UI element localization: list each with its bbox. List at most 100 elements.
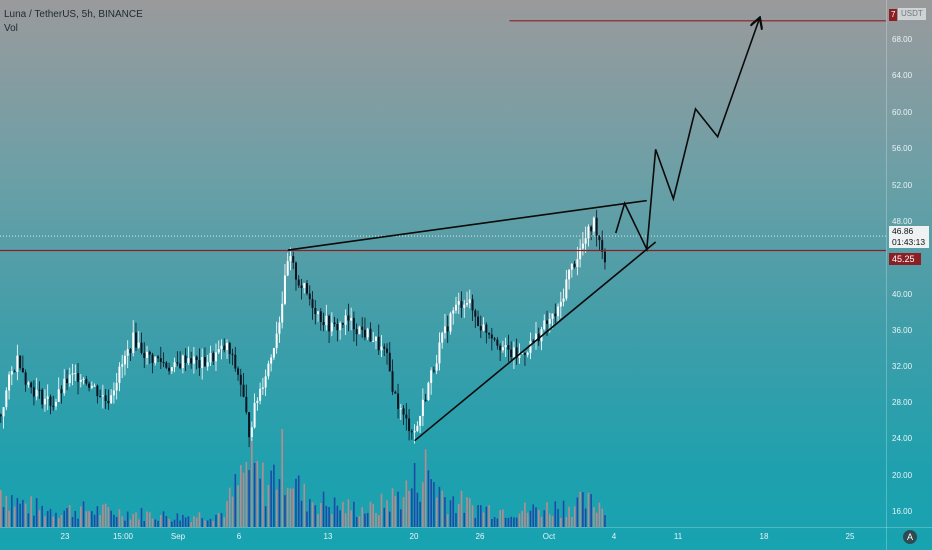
volume-bar [146, 511, 148, 527]
candle-body [427, 382, 430, 401]
volume-bar [339, 510, 341, 527]
volume-bar [11, 495, 13, 527]
candle-body [361, 326, 364, 330]
candle-body [350, 317, 353, 321]
volume-bar [245, 461, 248, 527]
volume-bar [80, 506, 82, 527]
candle-body [283, 275, 286, 304]
candle-body [115, 382, 118, 391]
candle-body [477, 316, 480, 327]
candle-body [181, 355, 184, 369]
candle-body [256, 400, 259, 403]
volume-bar [562, 500, 565, 527]
candle-body [557, 306, 560, 317]
volume-bar [317, 513, 319, 527]
volume-bar [121, 516, 123, 527]
price-tick: 20.00 [892, 471, 913, 480]
candle-body [308, 293, 311, 300]
volume-bar [485, 506, 488, 527]
candle-body [479, 326, 482, 331]
candle-body [474, 310, 477, 317]
volume-bar [369, 501, 372, 527]
volume-bar [493, 517, 496, 527]
volume-bar [71, 516, 74, 527]
candle-body [410, 431, 413, 433]
candle-body [432, 370, 435, 372]
candle-body [603, 251, 606, 263]
candle-body [521, 352, 524, 354]
volume-bar [524, 502, 526, 527]
volume-bar [267, 485, 270, 527]
volume-bar [452, 496, 455, 527]
candle-body [430, 370, 433, 383]
candle-body [187, 358, 190, 363]
candle-body [402, 408, 405, 415]
candle-body [328, 315, 331, 332]
candle-body [35, 389, 38, 397]
time-tick: 26 [475, 532, 485, 541]
candle-body [19, 355, 22, 369]
candle-body [322, 321, 325, 326]
price-tick: 36.00 [892, 326, 913, 335]
candle-body [214, 352, 217, 362]
volume-bar [507, 517, 510, 527]
volume-bar [380, 493, 383, 527]
volume-bar [518, 513, 521, 527]
volume-bar [270, 470, 272, 527]
volume-bar [322, 491, 325, 527]
candle-body [358, 326, 361, 335]
volume-bar [209, 518, 212, 527]
candle-body [118, 366, 121, 383]
candle-body [270, 357, 273, 364]
volume-bar [474, 517, 477, 527]
candle-body [162, 362, 165, 364]
volume-bar [540, 516, 543, 527]
volume-bar [386, 500, 388, 527]
price-tick: 28.00 [892, 398, 913, 407]
candle-body [543, 320, 546, 330]
candle-body [272, 348, 275, 358]
symbol-title[interactable]: Luna / TetherUS, 5h, BINANCE [4, 9, 143, 20]
volume-bar [275, 489, 278, 527]
candle-body [146, 351, 149, 358]
candle-body [325, 315, 328, 326]
candle-body [242, 384, 245, 397]
volume-bar [212, 520, 215, 527]
volume-bar [504, 517, 507, 527]
candle-body [419, 415, 422, 426]
volume-bar [38, 510, 41, 527]
candle-body [46, 396, 49, 399]
volume-bar [537, 509, 540, 527]
candle-body [140, 342, 143, 353]
volume-bar [416, 492, 419, 527]
volume-bar [195, 517, 198, 527]
volume-bar [253, 463, 256, 527]
candle-body [416, 425, 419, 432]
candle-body [468, 299, 471, 304]
candle-body [5, 390, 8, 408]
candle-body [85, 378, 88, 384]
volume-bar [419, 501, 421, 527]
auto-scale-button[interactable]: A [903, 530, 917, 544]
volume-bar [22, 499, 24, 527]
price-tick: 24.00 [892, 434, 913, 443]
candle-body [88, 383, 91, 388]
trend-line-upper [287, 199, 647, 251]
volume-bar [35, 498, 38, 527]
volume-bar [383, 507, 386, 527]
volume-bar [350, 510, 352, 527]
time-tick: 11 [673, 532, 683, 541]
volume-bar [582, 492, 584, 527]
volume-bar [535, 507, 537, 527]
currency-unit-label[interactable]: USDT [898, 8, 926, 20]
support-level-tag: 45.25 [889, 253, 921, 265]
volume-bar [154, 519, 157, 527]
volume-bar [44, 516, 46, 527]
candle-body [424, 399, 427, 401]
volume-bar [8, 510, 10, 527]
target-price-tag: 7 [889, 9, 897, 21]
volume-bar [242, 472, 245, 527]
volume-bar [292, 488, 295, 527]
volume-legend[interactable]: Vol [4, 23, 18, 34]
